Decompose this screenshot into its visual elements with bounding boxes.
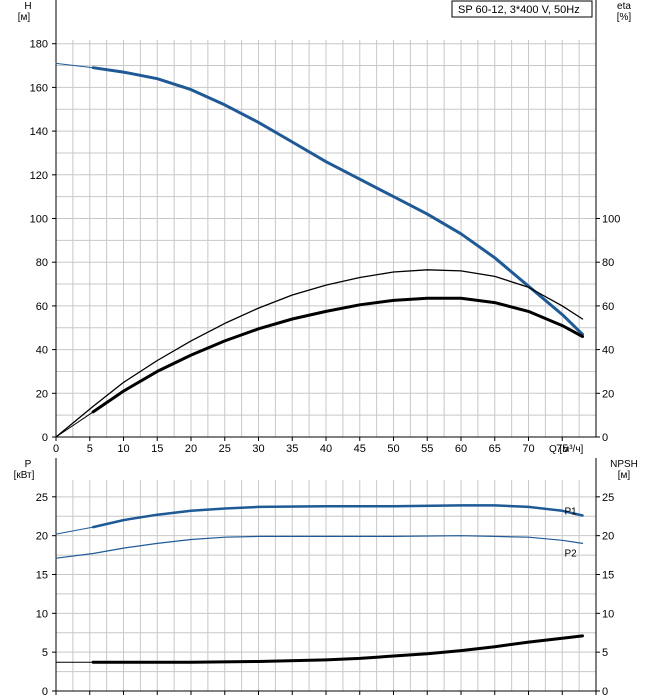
x-tick-label: 60: [455, 443, 467, 455]
left-tick-label: 5: [42, 647, 48, 659]
right-tick-label: 20: [602, 388, 614, 400]
top-plot: 020406080100120140160180020406080100H[м]…: [18, 0, 632, 455]
x-tick-label: 15: [151, 443, 163, 455]
left-tick-label: 0: [42, 432, 48, 444]
left-tick-label: 10: [36, 608, 48, 620]
right-axis-label: eta: [617, 1, 631, 12]
series-label-p1: P1: [565, 506, 578, 517]
series-line-p1-lead: [55, 526, 94, 535]
left-tick-label: 100: [30, 214, 48, 226]
left-tick-label: 140: [30, 126, 48, 138]
x-tick-label: 25: [219, 443, 231, 455]
series-label-p2: P2: [565, 548, 578, 559]
left-tick-label: 160: [30, 82, 48, 94]
left-tick-label: 15: [36, 570, 48, 582]
left-axis-label: H: [24, 1, 31, 12]
x-tick-label: 50: [387, 443, 399, 455]
x-axis-label: Q [м³/ч]: [549, 444, 584, 455]
x-tick-label: 20: [185, 443, 197, 455]
chart-title-box: SP 60-12, 3*400 V, 50Hz: [451, 0, 593, 18]
x-tick-label: 30: [252, 443, 264, 455]
x-tick-label: 35: [286, 443, 298, 455]
right-tick-label: 40: [602, 345, 614, 357]
chart-title: SP 60-12, 3*400 V, 50Hz: [458, 4, 580, 16]
x-tick-label: 5: [87, 443, 93, 455]
left-tick-label: 40: [36, 345, 48, 357]
right-tick-label: 100: [602, 214, 620, 226]
x-tick-label: 45: [354, 443, 366, 455]
right-tick-label: 20: [602, 531, 614, 543]
right-tick-label: 0: [602, 432, 608, 444]
left-tick-label: 180: [30, 39, 48, 51]
x-tick-label: 70: [522, 443, 534, 455]
left-axis-label: [кВт]: [14, 470, 35, 481]
left-axis-label: [м]: [18, 12, 31, 23]
right-tick-label: 10: [602, 608, 614, 620]
left-tick-label: 120: [30, 170, 48, 182]
series-line-npsh: [91, 634, 584, 664]
left-tick-label: 20: [36, 531, 48, 543]
bottom-plot: 0 5 10 15 20 25 0 5 10 15 20 25 P[кВт] NPSH[м] P1 P2: [14, 458, 638, 698]
x-tick-label: 65: [489, 443, 501, 455]
series-line-p2: [55, 535, 584, 559]
right-tick-label: 5: [602, 647, 608, 659]
left-tick-label: 20: [36, 388, 48, 400]
x-tick-label: 40: [320, 443, 332, 455]
left-tick-label: 80: [36, 257, 48, 269]
right-tick-label: 0: [602, 686, 608, 698]
left-axis-label: P: [25, 459, 32, 470]
left-tick-label: 25: [36, 492, 48, 504]
right-tick-label: 60: [602, 301, 614, 313]
x-tick-label: 75: [556, 443, 568, 455]
series-line-eta-bold: [91, 296, 584, 414]
right-axis-label: [м]: [618, 470, 631, 481]
x-tick-label: 55: [421, 443, 433, 455]
series-line-h-dashed: [55, 62, 94, 69]
series-line-eta-thin-lead: [55, 411, 94, 438]
series-line-h: [91, 66, 584, 336]
left-tick-label: 0: [42, 686, 48, 698]
right-axis-label: NPSH: [610, 459, 638, 470]
right-tick-label: 25: [602, 492, 614, 504]
right-axis-label: [%]: [617, 12, 632, 23]
right-tick-label: 80: [602, 257, 614, 269]
right-tick-label: 15: [602, 570, 614, 582]
series-line-eta-thin: [55, 269, 584, 438]
x-tick-label: 10: [117, 443, 129, 455]
left-tick-label: 60: [36, 301, 48, 313]
x-tick-label: 0: [53, 443, 59, 455]
series-line-p1: [91, 504, 584, 529]
